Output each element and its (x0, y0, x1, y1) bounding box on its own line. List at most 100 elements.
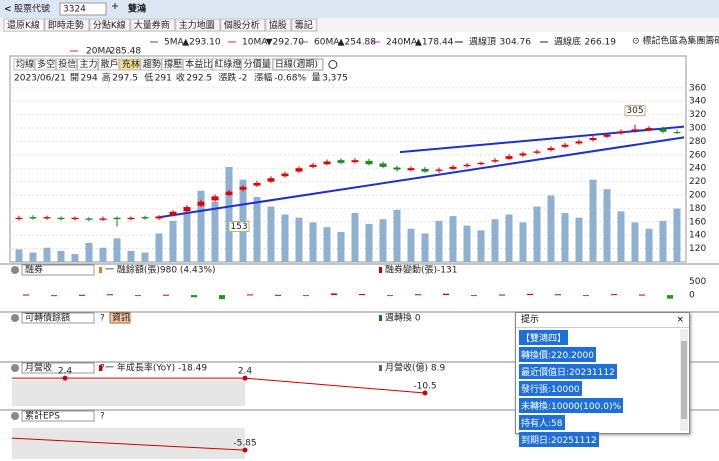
volume-bar (421, 233, 429, 262)
panel-close[interactable] (11, 266, 19, 274)
candle-body (211, 196, 219, 201)
panel-select[interactable] (21, 312, 95, 324)
panel-select[interactable] (21, 410, 95, 422)
tab[interactable] (265, 18, 292, 32)
panel-button-label: 資訊 (112, 312, 130, 324)
popup-title-bar: 提示 × (516, 313, 689, 328)
panel-close[interactable] (11, 364, 19, 372)
tool-button[interactable] (140, 58, 162, 71)
volume-bar (603, 189, 611, 262)
panel-close[interactable] (11, 314, 19, 322)
tool-button[interactable] (98, 58, 120, 71)
volume-bar (141, 252, 149, 262)
info-value: -2 (238, 74, 247, 84)
tool-button[interactable] (55, 58, 77, 71)
panel-select-label: 月營收 (25, 362, 52, 374)
legend-swatch (379, 315, 382, 321)
legend-value: 285.48 (110, 47, 142, 57)
tab[interactable] (220, 18, 266, 32)
tool-button[interactable] (161, 58, 183, 71)
point (422, 390, 428, 396)
info-value: 291 (155, 74, 172, 84)
volume-bar (645, 228, 653, 262)
volume-bar (547, 195, 555, 262)
panel-select[interactable] (21, 264, 95, 276)
popup-line: 持有人:58 (519, 415, 565, 430)
tool-button[interactable] (76, 58, 99, 71)
volume-bar (379, 219, 387, 262)
tab-label: 主力地圖 (179, 19, 215, 31)
volume-bar (155, 233, 163, 262)
volume-bar (589, 179, 597, 262)
volume-bar (477, 230, 485, 262)
point (242, 447, 248, 453)
info-label: 漲跌 (218, 73, 236, 84)
chart-frame (9, 55, 687, 263)
tool-label: 趨勢 (143, 58, 161, 70)
tab[interactable] (44, 18, 90, 32)
volume-bar (519, 222, 527, 262)
tool-button[interactable] (34, 58, 56, 71)
candle-body (561, 144, 569, 147)
candle-body (659, 128, 667, 132)
tab[interactable] (130, 18, 176, 32)
tool-button[interactable] (182, 58, 212, 71)
tool-label: 多空 (37, 58, 55, 70)
tool-button[interactable] (119, 58, 141, 71)
popup-line: 未轉換:10000(100.0)% (519, 398, 624, 413)
bar (135, 295, 141, 297)
code-input[interactable] (59, 2, 107, 16)
candle-body (519, 153, 527, 156)
back-button[interactable]: < (4, 5, 12, 15)
tool-label: 紅綠燈 (214, 58, 241, 70)
y-tick-label: 260 (689, 150, 706, 160)
volume-bar (71, 254, 79, 262)
tab[interactable] (89, 18, 131, 32)
volume-bar (225, 167, 233, 262)
candle-body (645, 128, 653, 131)
volume-bar (183, 211, 191, 262)
tab[interactable] (291, 18, 318, 32)
bar (471, 295, 477, 297)
tool-button[interactable] (13, 58, 35, 71)
candle-body (575, 141, 583, 144)
volume-bar (337, 231, 345, 262)
popup-line: 【雙鴻四】 (519, 330, 569, 345)
trend-line (399, 125, 685, 154)
scroll-thumb[interactable] (681, 341, 687, 419)
settings-icon[interactable] (328, 60, 338, 69)
popup-title: 提示 (521, 315, 540, 325)
legend-name: 20MA (86, 47, 112, 57)
stock-name: 雙鴻 (128, 3, 146, 15)
volume-bar (113, 238, 121, 262)
tab[interactable] (3, 18, 45, 32)
tool-label: 本益比 (185, 58, 212, 70)
volume-bar (393, 209, 401, 262)
panel-select-label: 累計EPS (25, 410, 60, 422)
legend-swatch (379, 365, 382, 371)
tool-button[interactable] (211, 58, 242, 71)
info-label: 漲幅 (254, 72, 272, 84)
scrollbar[interactable] (680, 329, 688, 431)
bar (163, 294, 169, 296)
volume-bar (463, 225, 471, 262)
y-tick-label: 220 (689, 177, 706, 187)
candle-body (71, 217, 79, 220)
y-tick-label: 160 (689, 217, 706, 227)
popup-close[interactable]: × (676, 315, 684, 325)
tab-label: 還原K線 (7, 19, 40, 31)
tab[interactable] (175, 18, 221, 32)
popup[interactable]: 提示 × 【雙鴻四】 轉換價:220.2000 最近價值日:20231112 發行張:1… (515, 312, 690, 447)
panel-select[interactable] (21, 362, 95, 374)
legend-swatch (99, 267, 102, 273)
tool-button[interactable] (241, 58, 271, 71)
header-label: 股票代號 (14, 3, 50, 15)
panel-close[interactable] (11, 412, 19, 420)
bar (611, 294, 617, 296)
popup-line: 轉換價:220.2000 (519, 347, 596, 362)
candle-body (463, 164, 471, 167)
panel-button[interactable] (109, 312, 131, 324)
popup-row: 發行張:10000 (516, 379, 689, 396)
period-select[interactable] (272, 58, 324, 71)
legend-value: 304.76 (500, 38, 532, 48)
